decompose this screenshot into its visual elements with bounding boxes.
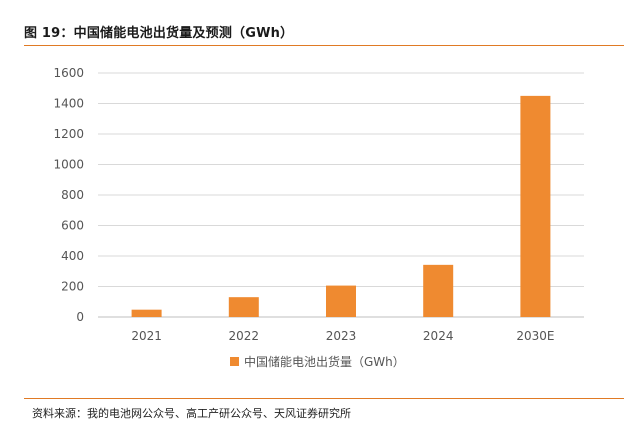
source-note: 资料来源：我的电池网公众号、高工产研公众号、天风证券研究所 <box>32 407 351 420</box>
bar-2023 <box>326 285 356 317</box>
x-tick-label: 2024 <box>423 329 454 343</box>
y-tick-label: 0 <box>76 310 84 324</box>
y-tick-label: 400 <box>61 249 84 263</box>
y-tick-label: 1200 <box>53 127 84 141</box>
x-tick-label: 2030E <box>516 329 554 343</box>
bar-2024 <box>423 264 454 317</box>
y-axis-ticks: 0 200 400 600 800 1000 1200 1400 1600 <box>53 66 84 324</box>
bar-2021 <box>131 309 162 317</box>
y-tick-label: 800 <box>61 188 84 202</box>
y-tick-label: 1000 <box>53 158 84 172</box>
y-tick-label: 1600 <box>53 66 84 80</box>
y-tick-label: 1400 <box>53 97 84 111</box>
x-tick-label: 2021 <box>131 329 162 343</box>
figure-title: 图 19：中国储能电池出货量及预测（GWh） <box>24 22 624 41</box>
x-tick-label: 2022 <box>229 329 260 343</box>
bars <box>131 95 551 317</box>
bar-2030E <box>520 95 551 317</box>
figure-title-text: 中国储能电池出货量及预测（GWh） <box>73 26 294 41</box>
legend-swatch <box>230 357 239 366</box>
y-tick-label: 200 <box>61 280 84 294</box>
y-tick-label: 600 <box>61 219 84 233</box>
footer-divider <box>24 398 624 399</box>
legend-label: 中国储能电池出货量（GWh） <box>244 354 405 369</box>
grid-lines <box>98 72 584 318</box>
figure-label: 图 19： <box>24 26 74 41</box>
x-tick-label: 2023 <box>326 329 357 343</box>
bar-2022 <box>228 297 259 317</box>
legend: 中国储能电池出货量（GWh） <box>230 354 405 369</box>
header-divider <box>24 45 624 46</box>
x-axis-ticks: 2021 2022 2023 2024 2030E <box>131 329 554 343</box>
